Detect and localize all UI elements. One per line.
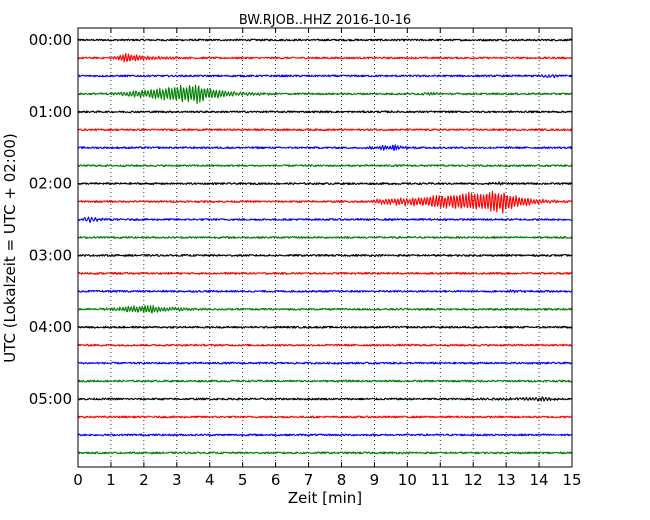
trace-line <box>77 190 573 214</box>
trace-line <box>77 164 573 168</box>
x-tick-label: 4 <box>205 471 215 489</box>
y-axis-label: UTC (Lokalzeit = UTC + 02:00) <box>1 133 19 363</box>
x-tick-label: 13 <box>497 471 516 489</box>
x-tick-label: 2 <box>139 471 149 489</box>
trace-group <box>77 38 573 455</box>
x-tick-label: 1 <box>106 471 116 489</box>
x-axis-label: Zeit [min] <box>288 489 362 507</box>
x-tick-label: 3 <box>172 471 182 489</box>
trace-line <box>77 304 573 314</box>
trace-line <box>77 84 573 105</box>
trace-line <box>77 181 573 186</box>
x-tick-label: 11 <box>431 471 450 489</box>
trace-line <box>77 52 573 63</box>
trace-line <box>77 361 573 365</box>
y-tick-label: 04:00 <box>29 318 72 336</box>
y-tick-label: 03:00 <box>29 246 72 264</box>
x-tick-label: 9 <box>370 471 380 489</box>
x-tick-label: 0 <box>73 471 83 489</box>
x-tick-label: 10 <box>398 471 417 489</box>
x-tick-label: 7 <box>304 471 314 489</box>
trace-line <box>77 379 573 383</box>
chart-title: BW.RJOB..HHZ 2016-10-16 <box>239 13 411 28</box>
trace-line <box>77 289 573 294</box>
y-axis: 00:00 01:00 02:00 03:00 04:00 05:00 <box>29 31 572 408</box>
trace-line <box>77 271 573 275</box>
x-tick-label: 5 <box>238 471 248 489</box>
trace-line <box>77 396 573 402</box>
x-axis: 0 1 2 3 4 5 6 7 8 9 10 11 12 13 14 15 <box>73 28 582 489</box>
y-tick-label: 01:00 <box>29 103 72 121</box>
trace-line <box>77 253 573 257</box>
y-tick-label: 02:00 <box>29 175 72 193</box>
trace-line <box>77 343 573 347</box>
trace-line <box>77 74 573 79</box>
trace-line <box>77 415 573 419</box>
trace-line <box>77 325 573 329</box>
x-tick-label: 8 <box>337 471 347 489</box>
x-tick-label: 15 <box>562 471 581 489</box>
trace-line <box>77 38 573 42</box>
x-tick-label: 6 <box>271 471 281 489</box>
x-tick-label: 14 <box>530 471 549 489</box>
trace-line <box>77 216 573 224</box>
trace-line <box>77 451 573 455</box>
y-tick-label: 05:00 <box>29 390 72 408</box>
trace-line <box>77 433 573 437</box>
trace-line <box>77 144 573 152</box>
plot-frame <box>77 27 573 468</box>
trace-line <box>77 236 573 239</box>
y-tick-label: 00:00 <box>29 31 72 49</box>
x-tick-label: 12 <box>464 471 483 489</box>
trace-line <box>77 128 573 132</box>
trace-line <box>77 110 573 114</box>
